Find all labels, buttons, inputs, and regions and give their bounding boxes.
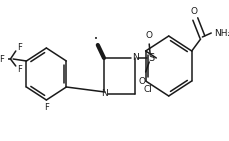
Text: F: F bbox=[0, 55, 4, 63]
Text: S: S bbox=[148, 53, 154, 63]
Text: Cl: Cl bbox=[143, 85, 152, 94]
Text: O: O bbox=[138, 77, 145, 85]
Text: O: O bbox=[145, 30, 152, 39]
Text: F: F bbox=[17, 64, 22, 73]
Text: O: O bbox=[189, 7, 196, 16]
Text: N: N bbox=[131, 53, 138, 62]
Text: F: F bbox=[44, 103, 49, 112]
Text: •: • bbox=[94, 36, 98, 42]
Text: NH₂: NH₂ bbox=[213, 28, 229, 38]
Text: F: F bbox=[17, 42, 22, 51]
Text: N: N bbox=[100, 90, 107, 99]
